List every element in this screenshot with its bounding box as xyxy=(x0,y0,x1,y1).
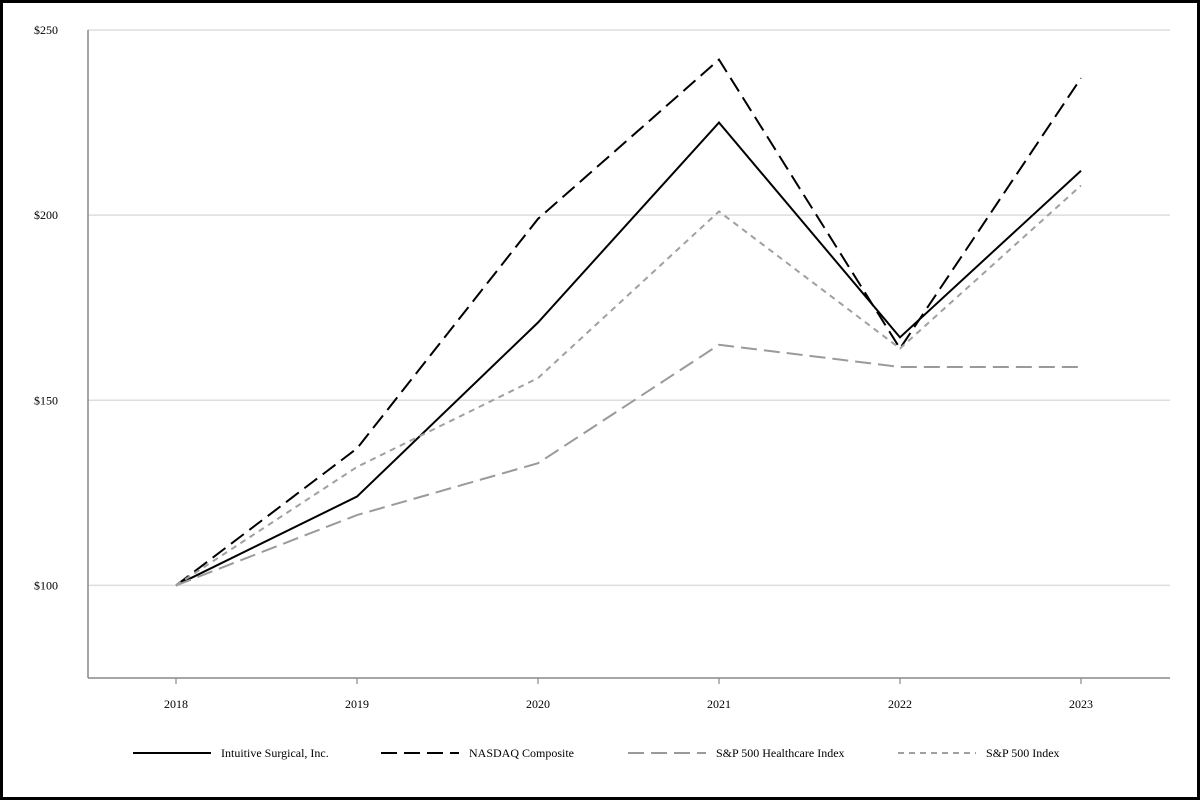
y-tick-label: $150 xyxy=(34,393,58,407)
y-tick-label: $100 xyxy=(34,578,58,592)
legend-label-4: S&P 500 Index xyxy=(986,746,1060,760)
series-line-3 xyxy=(175,343,1081,587)
series-line-1 xyxy=(175,121,1082,587)
x-tick-label: 2023 xyxy=(1069,697,1093,711)
y-tick-label: $250 xyxy=(34,23,58,37)
legend-label-1: Intuitive Surgical, Inc. xyxy=(221,746,329,760)
x-tick-label: 2020 xyxy=(526,697,550,711)
series-line-4 xyxy=(175,184,1082,587)
x-tick-label: 2018 xyxy=(164,697,188,711)
legend-label-2: NASDAQ Composite xyxy=(469,746,574,760)
x-tick-label: 2022 xyxy=(888,697,912,711)
line-chart: $100 $150 $200 $250 2018 2019 2020 2021 2022 2023… xyxy=(34,23,1170,760)
axes: $100 $150 $200 $250 2018 2019 2020 2021 2022 2023 xyxy=(34,23,1170,711)
series-lines xyxy=(175,58,1082,587)
series-line-2 xyxy=(175,58,1082,587)
legend-label-3: S&P 500 Healthcare Index xyxy=(716,746,845,760)
y-tick-label: $200 xyxy=(34,208,58,222)
legend: Intuitive Surgical, Inc. NASDAQ Composite… xyxy=(133,746,1060,760)
gridlines xyxy=(88,29,1170,587)
x-tick-label: 2021 xyxy=(707,697,731,711)
x-tick-label: 2019 xyxy=(345,697,369,711)
